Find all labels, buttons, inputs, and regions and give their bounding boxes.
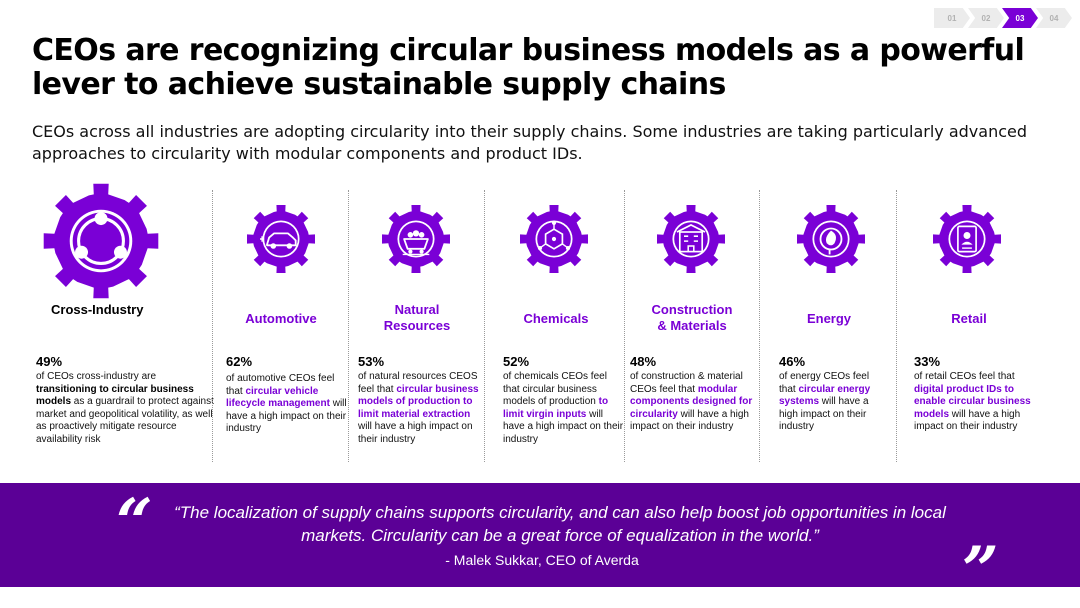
industry-column-energy: Energy 46% of energy CEOs feel that circ… (759, 176, 895, 472)
quote-text: “The localization of supply chains suppo… (174, 503, 946, 545)
building-icon (656, 204, 726, 274)
stat-percentage: 52% (503, 354, 530, 369)
progress-step-4[interactable]: 04 (1036, 8, 1072, 28)
stat-description: of energy CEOs feel that circular energy… (779, 371, 883, 434)
stat-text: of chemicals CEOs feel that circular bus… (503, 371, 607, 407)
progress-step-2[interactable]: 02 (968, 8, 1004, 28)
stat-description: of natural resources CEOS feel that circ… (358, 371, 482, 446)
industry-name: Construction & Materials (651, 302, 733, 333)
industry-column-cross-industry: Cross-Industry 49% of CEOs cross-industr… (30, 176, 214, 472)
stat-highlight: transitioning to circular business model… (36, 383, 194, 408)
molecule-icon (519, 204, 589, 274)
stat-percentage: 46% (779, 354, 806, 369)
stat-text: will have a high impact on their industr… (630, 408, 749, 433)
stat-percentage: 49% (36, 354, 63, 369)
industry-name: Retail (951, 311, 987, 326)
stat-text: of energy CEOs feel that (779, 371, 870, 395)
stat-highlight: circular energy systems (779, 383, 871, 408)
industry-name: Natural Resources (383, 302, 451, 333)
stat-percentage: 53% (358, 354, 385, 369)
quote-band: “ “The localization of supply chains sup… (0, 483, 1080, 603)
stat-highlight: circular vehicle lifecycle management (226, 385, 330, 410)
industry-column-automotive: Automotive 62% of automotive CEOs feel t… (212, 176, 348, 472)
industry-column-natural-resources: Natural Resources 53% of natural resourc… (348, 176, 482, 472)
leaf-energy-icon (796, 204, 866, 274)
stat-description: of retail CEOs feel that digital product… (914, 371, 1036, 434)
cycle-arrows-icon (42, 182, 160, 300)
stat-description: of automotive CEOs feel that circular ve… (226, 373, 348, 436)
stat-description: of CEOs cross-industry are transitioning… (36, 371, 214, 446)
stat-text: will have a high impact on their industr… (914, 408, 1021, 433)
industry-name: Energy (806, 311, 852, 326)
stat-description: of chemicals CEOs feel that circular bus… (503, 371, 625, 446)
stat-text: of automotive CEOs feel that (226, 373, 335, 397)
mine-cart-icon (381, 204, 451, 274)
stat-text: as a guardrail to protect against market… (36, 396, 214, 445)
stat-highlight: digital product IDs to enable circular b… (914, 383, 1031, 420)
industry-column-retail: Retail 33% of retail CEOs feel that digi… (896, 176, 1038, 472)
id-card-icon (932, 204, 1002, 274)
stat-highlight: to limit virgin inputs (503, 396, 609, 420)
progress-step-1[interactable]: 01 (934, 8, 970, 28)
stat-highlight: modular components designed for circular… (630, 383, 753, 420)
stat-text: of retail CEOs feel that (914, 371, 1015, 382)
page-subtitle: CEOs across all industries are adopting … (32, 122, 1028, 163)
page-title: CEOs are recognizing circular business m… (32, 33, 1025, 102)
progress-step-3[interactable]: 03 (1002, 8, 1038, 28)
progress-indicator: 01 02 03 04 (934, 8, 1072, 28)
industry-column-chemicals: Chemicals 52% of chemicals CEOs feel tha… (484, 176, 625, 472)
close-quote-mark: ” (962, 533, 999, 608)
open-quote-mark: “ (116, 485, 153, 560)
stat-text: will have a high impact on their industr… (358, 421, 473, 445)
stat-text: of construction & material CEOs feel tha… (630, 371, 743, 395)
car-icon (246, 204, 316, 274)
stat-text: will have a high impact on their industr… (503, 408, 624, 445)
stat-text: will have a high impact on their industr… (226, 398, 347, 434)
industries-row: Cross-Industry 49% of CEOs cross-industr… (30, 176, 1070, 472)
stat-percentage: 48% (630, 354, 657, 369)
industry-name: Chemicals (523, 311, 589, 326)
stat-percentage: 33% (914, 354, 941, 369)
stat-text: will have a high impact on their industr… (779, 396, 869, 432)
stat-highlight: circular business models of production t… (358, 383, 479, 420)
stat-percentage: 62% (226, 354, 253, 369)
stat-text: of natural resources CEOS feel that (358, 371, 478, 395)
industry-name: Cross-Industry (51, 302, 144, 317)
quote-attribution: - Malek Sukkar, CEO of Averda (445, 552, 639, 568)
stat-description: of construction & material CEOs feel tha… (630, 371, 754, 434)
industry-column-construction: Construction & Materials 48% of construc… (624, 176, 756, 472)
industry-name: Automotive (245, 311, 317, 326)
stat-text: of CEOs cross-industry are (36, 371, 157, 382)
